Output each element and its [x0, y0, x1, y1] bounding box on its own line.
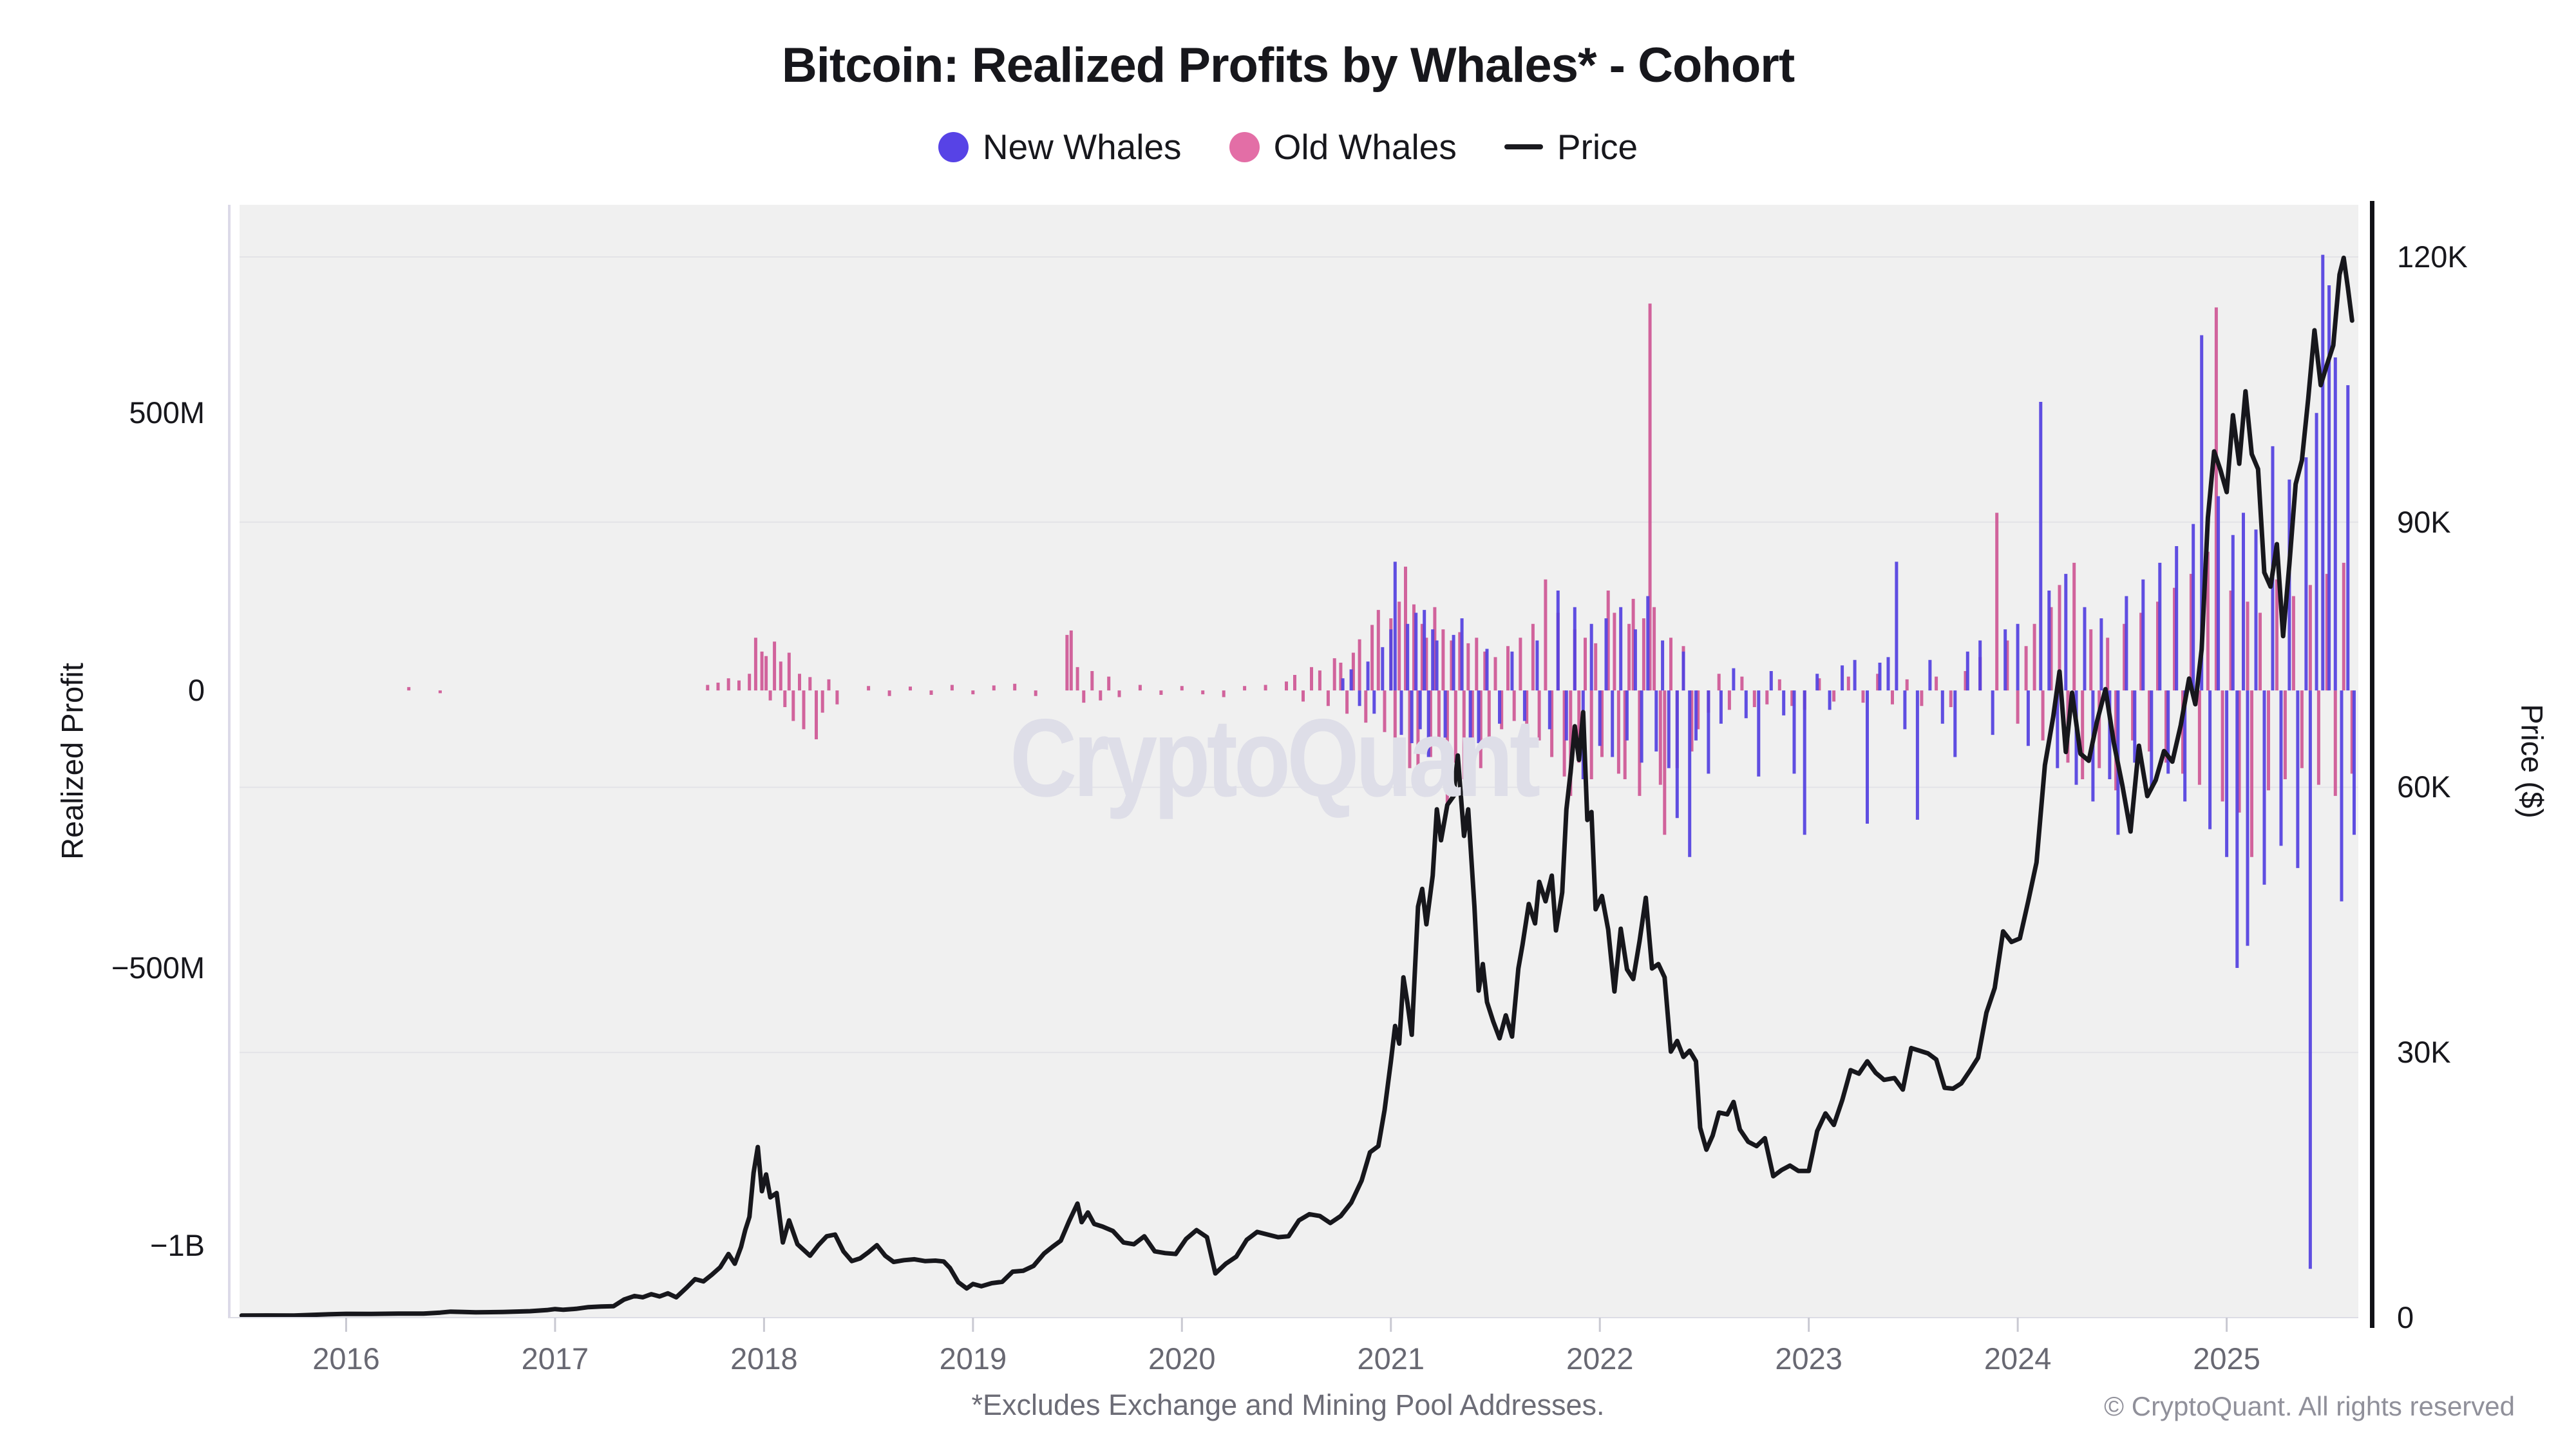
bars-new-whales	[1341, 254, 2356, 1269]
legend-label: Price	[1557, 127, 1638, 167]
x-axis-tick-label: 2019	[939, 1341, 1007, 1376]
x-axis-tick-label: 2018	[730, 1341, 798, 1376]
right-axis-tick-label: 0	[2397, 1300, 2414, 1334]
right-axis-tick-label: 60K	[2397, 770, 2451, 804]
right-axis-tick-label: 30K	[2397, 1035, 2451, 1070]
legend: New Whales Old Whales Price	[0, 126, 2576, 167]
x-axis-tick-label: 2021	[1357, 1341, 1425, 1376]
copyright: © CryptoQuant. All rights reserved	[2104, 1391, 2515, 1421]
left-axis-tick-label: 500M	[129, 395, 205, 430]
price-marker-icon	[1504, 144, 1543, 149]
x-axis-tick-label: 2025	[2193, 1341, 2260, 1376]
left-axis-spine	[228, 205, 231, 1318]
legend-item-price: Price	[1504, 126, 1638, 167]
old-whales-marker-icon	[1229, 131, 1260, 162]
x-axis-tick-label: 2022	[1566, 1341, 1634, 1376]
x-axis-tick-label: 2020	[1148, 1341, 1216, 1376]
right-axis-spine	[2370, 201, 2374, 1328]
x-axis-tick-label: 2024	[1984, 1341, 2052, 1376]
footnote: *Excludes Exchange and Mining Pool Addre…	[971, 1388, 1605, 1421]
left-axis-tick-label: 0	[187, 673, 205, 708]
x-axis-tick-label: 2016	[312, 1341, 380, 1376]
watermark: CryptoQuant	[1010, 696, 1540, 820]
legend-label: New Whales	[982, 127, 1182, 167]
legend-item-new-whales: New Whales	[938, 126, 1182, 167]
legend-label: Old Whales	[1273, 127, 1457, 167]
left-axis-tick-label: −500M	[111, 951, 205, 985]
x-axis-tick-label: 2017	[521, 1341, 589, 1376]
page-title: Bitcoin: Realized Profits by Whales* - C…	[781, 38, 1795, 93]
right-axis-tick-label: 120K	[2397, 239, 2468, 274]
right-axis-tick-label: 90K	[2397, 504, 2451, 539]
new-whales-marker-icon	[938, 131, 969, 162]
plot-background	[240, 205, 2358, 1318]
price-line	[239, 255, 2354, 1318]
x-axis-tick-label: 2023	[1775, 1341, 1842, 1376]
legend-item-old-whales: Old Whales	[1229, 126, 1457, 167]
left-axis-tick-label: −1B	[150, 1227, 205, 1262]
